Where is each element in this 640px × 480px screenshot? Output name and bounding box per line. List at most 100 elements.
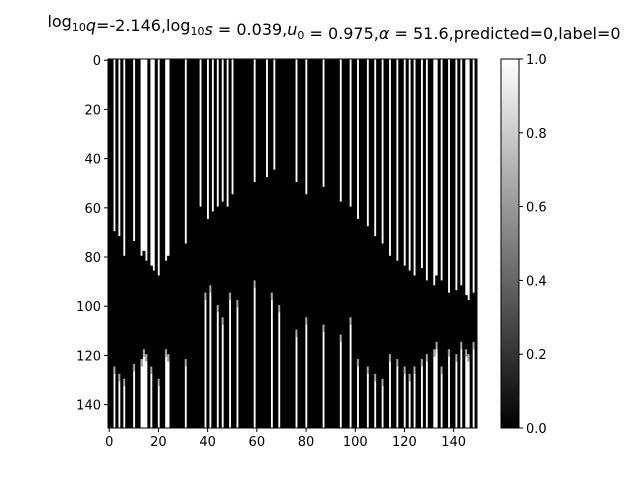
heatmap-column (366, 226, 370, 367)
heatmap-column (346, 59, 350, 428)
heatmap-column (135, 59, 139, 428)
heatmap-column (245, 59, 249, 428)
heatmap-column (388, 255, 392, 355)
heatmap-column (226, 206, 230, 428)
heatmap-column-edge (117, 373, 121, 382)
heatmap-column (312, 59, 316, 428)
heatmap-column (304, 194, 308, 318)
tick-label: 80 (298, 435, 315, 450)
heatmap-column-edge (388, 354, 392, 362)
heatmap-column (339, 201, 343, 335)
heatmap-column (445, 59, 449, 428)
heatmap-column (464, 295, 468, 350)
tick-label: 120 (392, 435, 417, 450)
heatmap-column (427, 59, 431, 428)
heatmap-column-edge (253, 280, 257, 288)
heatmap-column (393, 59, 397, 428)
heatmap-column (467, 300, 471, 355)
tick-label: 0.6 (526, 201, 547, 216)
tick-label: 40 (84, 153, 101, 168)
heatmap-column (432, 285, 436, 350)
tick-label: 60 (249, 435, 266, 450)
heatmap-column (275, 59, 279, 428)
heatmap-column (137, 59, 141, 428)
heatmap-column (208, 59, 212, 286)
heatmap-column (294, 182, 299, 330)
heatmap-column (361, 59, 365, 428)
heatmap-column (331, 59, 335, 428)
heatmap-column (191, 59, 195, 428)
tick-label: 0.0 (526, 422, 547, 437)
heatmap-column-edge (203, 292, 207, 301)
heatmap-column (373, 236, 377, 374)
heatmap-column (449, 59, 453, 428)
heatmap-column (142, 250, 146, 350)
heatmap-column-edge (408, 373, 412, 382)
heatmap-column-edge (467, 354, 471, 362)
heatmap-column (381, 243, 385, 379)
heatmap-column-edge (144, 354, 148, 362)
heatmap-column (452, 59, 456, 428)
heatmap-column (189, 59, 193, 428)
heatmap-column (194, 59, 198, 428)
heatmap-column (110, 59, 114, 428)
heatmap-column (127, 59, 131, 428)
heatmap-column-edge (339, 334, 343, 342)
heatmap-column (250, 59, 254, 428)
heatmap-column (152, 270, 156, 428)
heatmap-column-edge (420, 359, 424, 367)
tick-label: 100 (343, 435, 368, 450)
tick-label: 20 (84, 103, 101, 118)
heatmap-column (162, 59, 166, 428)
heatmap-column (472, 292, 476, 342)
heatmap-column (417, 59, 422, 428)
heatmap-column (139, 255, 144, 360)
heatmap-column (218, 59, 222, 428)
heatmap-column-edge (270, 292, 274, 301)
heatmap-column-edge (157, 378, 161, 387)
heatmap-column-edge (447, 349, 451, 357)
tick-label: 60 (84, 202, 101, 217)
heatmap-column (199, 206, 203, 428)
heatmap-column (440, 280, 444, 367)
heatmap-column (267, 59, 271, 428)
heatmap-column (351, 59, 355, 428)
heatmap-column (248, 59, 252, 428)
heatmap-column-edge (356, 359, 360, 367)
heatmap-image (108, 59, 477, 428)
heatmap-column (329, 59, 333, 428)
tick-label: 0.4 (526, 274, 547, 289)
heatmap-column-edge (413, 366, 417, 374)
heatmap-column (272, 169, 276, 428)
heatmap-column (147, 59, 151, 428)
heatmap-column (324, 59, 328, 428)
heatmap-column (233, 59, 237, 428)
heatmap-column (341, 59, 345, 428)
heatmap-column-edge (349, 317, 353, 325)
heatmap-column (240, 59, 244, 428)
heatmap-column (422, 59, 426, 428)
heatmap-column-edge (432, 349, 436, 357)
heatmap-column (457, 59, 461, 428)
heatmap-column (398, 59, 402, 428)
heatmap-column (223, 59, 227, 428)
heatmap-column (130, 59, 134, 428)
heatmap-column (408, 270, 412, 374)
heatmap-column (317, 59, 321, 428)
heatmap-column (277, 59, 281, 305)
heatmap-column (258, 59, 262, 428)
heatmap-column (253, 182, 257, 281)
heatmap-column (228, 59, 232, 293)
heatmap-column-edge (216, 305, 220, 313)
heatmap-column-edge (366, 366, 370, 374)
heatmap-column (157, 275, 161, 379)
heatmap-column (314, 59, 318, 428)
heatmap-column (235, 59, 239, 301)
heatmap-column (164, 260, 168, 350)
heatmap-column (260, 59, 264, 428)
heatmap-column (385, 59, 390, 428)
heatmap-column (292, 59, 296, 428)
tick-label: 0 (105, 435, 113, 450)
heatmap-column (390, 59, 394, 428)
